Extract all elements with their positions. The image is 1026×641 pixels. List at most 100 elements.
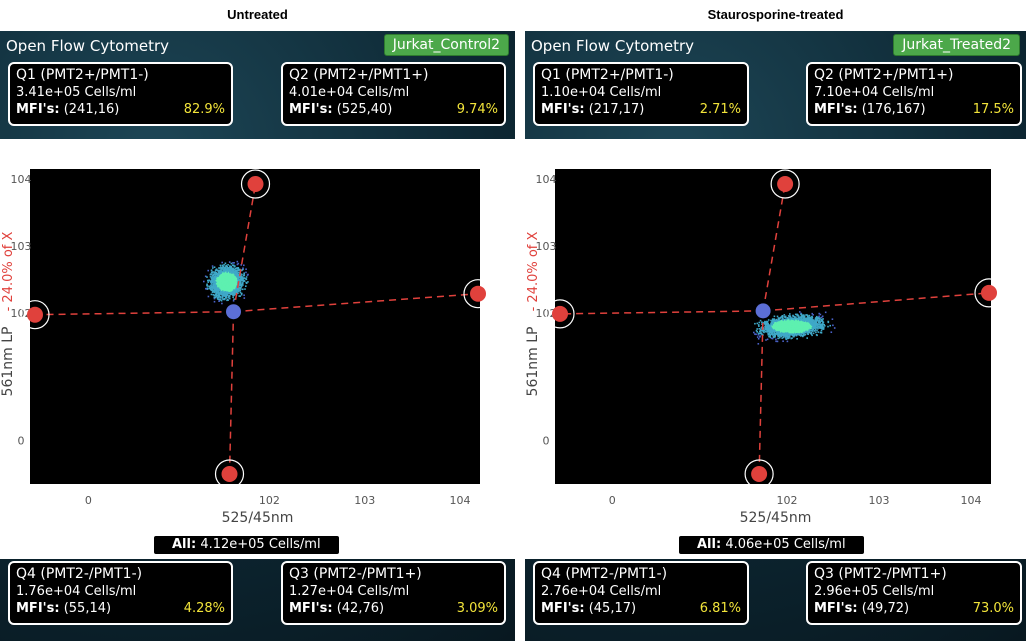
event-dot bbox=[227, 296, 230, 299]
event-dot bbox=[821, 319, 823, 321]
event-dot bbox=[757, 324, 760, 326]
event-dot bbox=[218, 273, 221, 276]
event-dot bbox=[225, 274, 228, 277]
event-dot bbox=[217, 272, 219, 275]
event-dot bbox=[223, 275, 225, 278]
event-dot bbox=[819, 321, 821, 323]
event-dot bbox=[784, 331, 786, 333]
event-dot bbox=[231, 292, 233, 294]
event-dot bbox=[815, 320, 818, 322]
event-dot bbox=[229, 265, 231, 267]
event-dot bbox=[804, 333, 807, 336]
event-dot bbox=[211, 289, 214, 292]
gate-line bbox=[233, 292, 479, 313]
event-dot bbox=[232, 274, 235, 276]
event-dot bbox=[238, 289, 240, 291]
event-dot bbox=[776, 340, 779, 343]
event-dot bbox=[793, 315, 795, 318]
event-dot bbox=[221, 264, 224, 267]
event-dot bbox=[815, 322, 818, 324]
event-dot bbox=[246, 274, 249, 276]
event-dot bbox=[772, 333, 774, 336]
event-dot bbox=[240, 264, 242, 266]
event-dot bbox=[764, 327, 767, 330]
event-dot bbox=[797, 329, 799, 331]
event-dot bbox=[238, 269, 240, 272]
event-dot bbox=[811, 315, 813, 318]
gate-handle bbox=[247, 176, 264, 192]
event-dot bbox=[214, 276, 216, 279]
x-tick-label: 0 bbox=[85, 494, 92, 507]
cell-events bbox=[753, 311, 836, 345]
x-tick-label: 103 bbox=[354, 494, 375, 507]
event-dot bbox=[215, 291, 217, 294]
scatter-plot[interactable]: 0 0 102 102 103 103 104 104 525/45nm 561nm LP - 24… bbox=[525, 139, 1026, 559]
event-dot bbox=[808, 314, 811, 317]
event-dot bbox=[781, 337, 783, 339]
event-dot bbox=[242, 284, 244, 286]
event-dot bbox=[227, 264, 229, 266]
scatter-plot[interactable]: 0 0 102 102 103 103 104 104 525/45nm 561nm LP - 24… bbox=[0, 139, 515, 559]
event-dot bbox=[226, 299, 228, 302]
event-dot bbox=[779, 327, 782, 330]
event-dot bbox=[220, 266, 222, 268]
event-dot bbox=[800, 335, 802, 337]
event-dot bbox=[243, 273, 245, 276]
event-dot bbox=[812, 319, 815, 321]
event-dot bbox=[806, 321, 809, 324]
event-dot bbox=[803, 321, 805, 324]
event-dot bbox=[211, 279, 213, 282]
event-dot bbox=[235, 291, 238, 293]
event-dot bbox=[236, 275, 239, 277]
y-axis-label: 561nm LP bbox=[0, 327, 16, 397]
event-dot bbox=[222, 280, 224, 283]
event-dot bbox=[230, 286, 233, 289]
event-dot bbox=[231, 264, 234, 266]
event-dot bbox=[810, 329, 812, 332]
x-tick-label: 102 bbox=[259, 494, 280, 507]
event-dot bbox=[241, 273, 243, 276]
event-dot bbox=[770, 326, 772, 329]
event-dot bbox=[245, 276, 248, 278]
sample-name-badge[interactable]: Jurkat_Treated2 bbox=[893, 34, 1020, 56]
event-dot bbox=[231, 280, 233, 283]
event-dot bbox=[222, 272, 224, 274]
event-dot bbox=[226, 276, 229, 278]
event-dot bbox=[824, 311, 827, 314]
event-dot bbox=[764, 325, 766, 328]
event-dot bbox=[778, 333, 780, 336]
event-dot bbox=[225, 280, 228, 282]
event-dot bbox=[236, 285, 238, 287]
event-dot bbox=[239, 284, 242, 287]
event-dot bbox=[230, 265, 233, 268]
event-dot bbox=[819, 313, 822, 316]
event-dot bbox=[223, 270, 226, 273]
event-dot bbox=[209, 287, 212, 290]
event-dot bbox=[791, 324, 793, 327]
quadrant-box-q1: Q1 (PMT2+/PMT1-) 3.41e+05 Cells/ml MFI's… bbox=[8, 62, 233, 126]
event-dot bbox=[810, 327, 812, 329]
event-dot bbox=[221, 296, 224, 299]
event-dot bbox=[765, 325, 767, 328]
quadrant-percent: 9.74% bbox=[456, 102, 498, 117]
event-dot bbox=[763, 331, 765, 334]
event-dot bbox=[780, 321, 782, 324]
event-dot bbox=[225, 292, 227, 294]
event-dot bbox=[788, 319, 790, 322]
event-dot bbox=[809, 317, 812, 319]
event-dot bbox=[236, 274, 239, 276]
event-dot bbox=[786, 340, 789, 343]
event-dot bbox=[237, 277, 240, 280]
sample-name-badge[interactable]: Jurkat_Control2 bbox=[383, 34, 509, 56]
event-dot bbox=[234, 274, 237, 276]
event-dot bbox=[764, 321, 766, 324]
event-dot bbox=[775, 340, 777, 343]
event-dot bbox=[768, 332, 771, 335]
event-dot bbox=[801, 313, 803, 316]
event-dot bbox=[766, 324, 769, 327]
event-dot bbox=[219, 286, 222, 289]
event-dot bbox=[243, 294, 245, 296]
quadrant-percent: 3.09% bbox=[456, 601, 498, 616]
